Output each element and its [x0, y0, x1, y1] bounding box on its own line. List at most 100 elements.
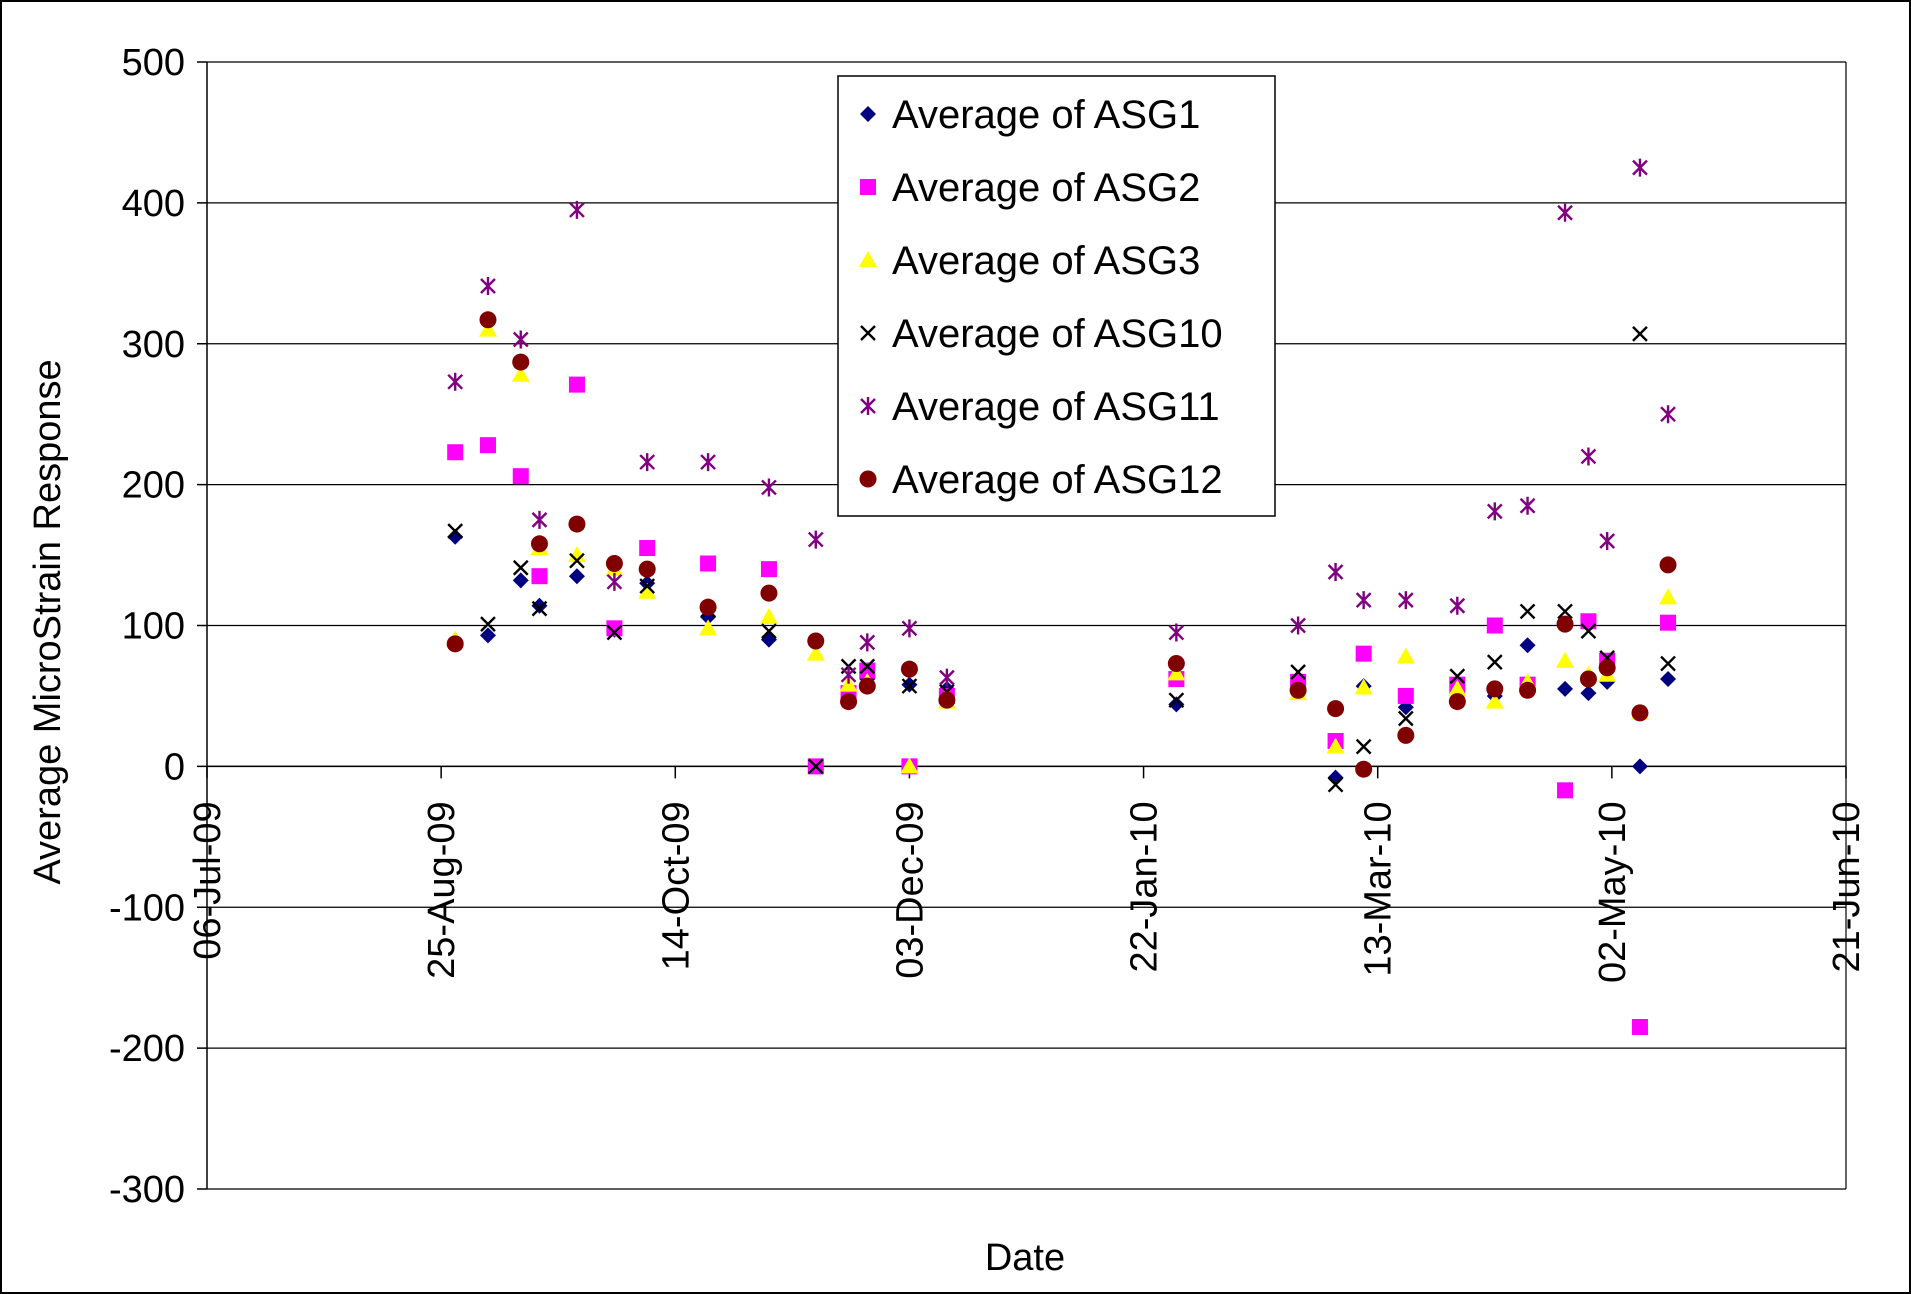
x-tick-label: 13-Mar-10 — [1358, 801, 1400, 976]
data-point — [1327, 700, 1345, 718]
data-point — [1326, 737, 1345, 754]
data-point — [1355, 645, 1372, 662]
x-tick-label: 02-May-10 — [1592, 801, 1634, 983]
x-tick-label: 21-Jun-10 — [1826, 801, 1868, 972]
data-point — [1598, 659, 1616, 677]
x-tick-labels: 06-Jul-09 25-Aug-09 14-Oct-09 03-Dec-09 22-J… — [187, 801, 1868, 983]
data-point — [1449, 596, 1466, 615]
data-point — [939, 668, 955, 687]
data-point — [1355, 738, 1372, 755]
x-tick-label: 03-Dec-09 — [889, 801, 931, 978]
data-point — [859, 658, 876, 675]
data-point — [512, 353, 530, 371]
data-point — [938, 691, 956, 709]
y-tick-labels: 500 400 300 200 100 0 -100 -200 -300 — [109, 42, 185, 1211]
data-point — [531, 510, 548, 529]
data-point — [1448, 679, 1467, 696]
data-point — [1556, 615, 1574, 633]
data-point — [531, 600, 548, 617]
data-point — [1486, 654, 1503, 670]
data-point — [1519, 681, 1537, 699]
legend-marker — [860, 325, 876, 341]
data-point — [1327, 776, 1344, 793]
legend-item: Average of ASG10 — [860, 312, 1223, 356]
data-point — [1519, 637, 1536, 654]
legend-item: Average of ASG3 — [859, 239, 1200, 283]
data-point — [1449, 668, 1466, 685]
data-point — [639, 540, 656, 557]
data-point — [760, 561, 777, 578]
legend-item: Average of ASG11 — [860, 385, 1220, 429]
y-tick-label: -200 — [109, 1028, 185, 1070]
data-point — [479, 627, 496, 644]
data-point — [1599, 531, 1616, 550]
data-point — [1486, 502, 1503, 521]
data-point — [807, 758, 824, 775]
x-tick-label: 06-Jul-09 — [187, 801, 229, 959]
data-point — [639, 578, 656, 594]
legend-label: Average of ASG3 — [892, 239, 1200, 283]
data-point — [1660, 614, 1677, 631]
data-point — [1396, 647, 1415, 664]
data-point — [478, 320, 497, 337]
data-point — [700, 453, 716, 472]
legend-label: Average of ASG11 — [892, 385, 1220, 429]
data-point — [606, 624, 623, 641]
legend-item: Average of ASG2 — [860, 166, 1200, 210]
data-point — [807, 530, 824, 549]
y-tick-label: -100 — [109, 887, 185, 929]
data-point — [1168, 623, 1185, 642]
data-point — [1290, 616, 1306, 635]
data-point — [859, 633, 876, 652]
data-point — [700, 555, 717, 572]
data-point — [900, 660, 918, 678]
data-point — [447, 523, 464, 539]
data-point — [699, 598, 717, 616]
data-point — [1397, 726, 1415, 744]
data-point — [1631, 758, 1648, 775]
data-point — [1290, 664, 1306, 680]
data-point — [760, 584, 778, 602]
data-points — [446, 158, 1678, 1035]
data-point — [1397, 710, 1414, 727]
data-point — [901, 678, 918, 694]
data-point — [759, 608, 778, 625]
y-tick-label: -300 — [109, 1169, 185, 1211]
legend: Average of ASG1 Average of ASG2 Average of… — [837, 75, 1276, 517]
data-point — [760, 631, 777, 648]
x-tick-label: 14-Oct-09 — [655, 801, 697, 970]
data-point — [1580, 623, 1597, 639]
data-point — [1167, 664, 1186, 681]
data-point — [1168, 696, 1185, 713]
legend-marker — [859, 251, 877, 267]
data-point — [1556, 651, 1575, 668]
data-point — [479, 311, 497, 329]
y-tick-label: 0 — [164, 746, 185, 788]
legend-marker — [860, 106, 876, 122]
legend-box — [837, 75, 1276, 517]
y-tick-label: 100 — [122, 606, 185, 648]
data-point — [900, 757, 919, 774]
data-point — [901, 619, 918, 638]
y-tick-label: 500 — [122, 42, 185, 84]
data-point — [1167, 655, 1185, 673]
legend-marker — [859, 470, 877, 488]
data-point — [638, 582, 657, 599]
y-tick-label: 200 — [122, 465, 185, 507]
data-point — [840, 693, 858, 711]
data-point — [530, 535, 548, 553]
data-point — [446, 635, 464, 653]
data-point — [512, 330, 529, 349]
x-tick-label: 25-Aug-09 — [421, 801, 463, 978]
data-point — [638, 560, 656, 578]
data-point — [569, 200, 585, 219]
data-point — [480, 276, 496, 295]
data-point — [1354, 678, 1373, 695]
legend-marker — [860, 179, 876, 195]
data-point — [1659, 588, 1678, 605]
legend-label: Average of ASG12 — [892, 458, 1223, 502]
y-tick-label: 300 — [122, 324, 185, 366]
series-average-of-asg1 — [447, 528, 1677, 786]
